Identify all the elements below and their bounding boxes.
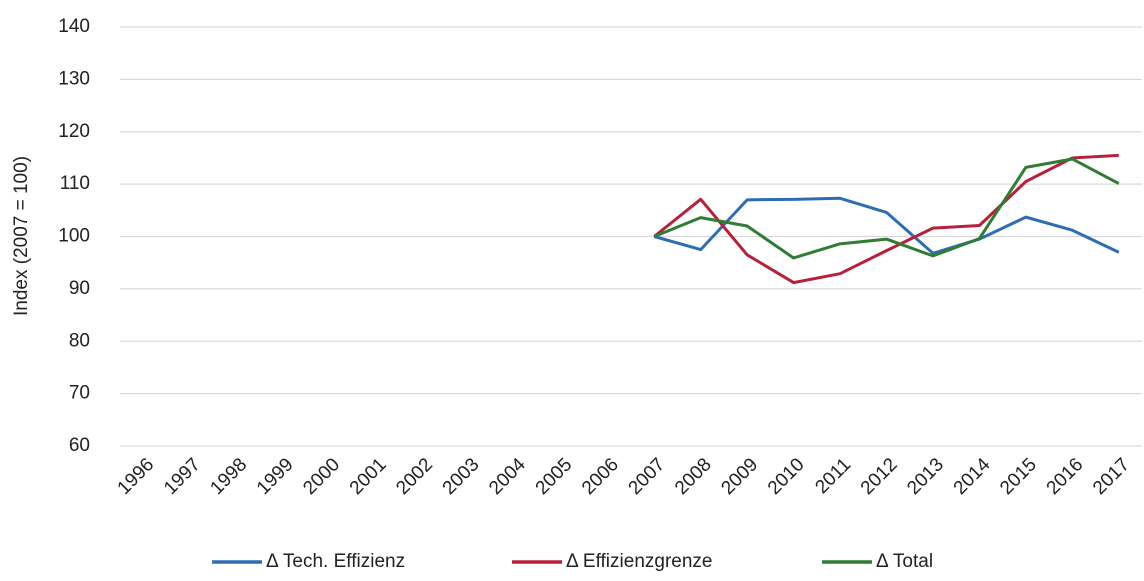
y-tick-label: 100 [58, 226, 90, 247]
x-tick-label: 1996 [114, 454, 159, 499]
x-tick-label: 2010 [764, 454, 809, 499]
y-tick-label: 130 [58, 68, 90, 89]
series-line [653, 196, 1120, 255]
x-tick-label: 2004 [485, 454, 530, 499]
x-tick-label: 2005 [532, 454, 577, 499]
x-tick-label: 2002 [392, 454, 437, 499]
x-tick-label: 2003 [439, 454, 484, 499]
y-tick-label: 60 [69, 435, 90, 456]
y-tick-label: 110 [60, 173, 90, 194]
x-tick-label: 2013 [903, 454, 948, 499]
series-line [653, 157, 1120, 260]
legend-label: Δ Effizienzgrenze [566, 551, 712, 572]
x-tick-label: 2006 [578, 454, 623, 499]
x-tick-label: 1998 [206, 454, 251, 499]
series-line [653, 153, 1119, 285]
x-tick-label: 2011 [811, 454, 855, 498]
x-tick-label: 2017 [1089, 454, 1134, 499]
y-tick-label: 90 [69, 278, 90, 299]
x-tick-label: 2007 [625, 454, 670, 499]
y-tick-label: 120 [58, 121, 90, 142]
x-tick-label: 2015 [996, 454, 1041, 499]
x-tick-label: 2016 [1043, 454, 1088, 499]
x-tick-label: 2001 [346, 454, 391, 499]
legend-label: Δ Tech. Effizienz [266, 551, 405, 572]
x-tick-label: 2000 [299, 454, 344, 499]
y-axis-label: Index (2007 = 100) [11, 156, 32, 316]
x-tick-label: 2008 [671, 454, 716, 499]
x-tick-label: 2012 [857, 454, 902, 499]
x-tick-label: 1997 [160, 454, 205, 499]
legend-label: Δ Total [876, 551, 933, 572]
x-tick-label: 2009 [717, 454, 762, 499]
y-tick-label: 80 [69, 330, 90, 351]
x-tick-label: 1999 [253, 454, 298, 499]
y-tick-label: 70 [69, 383, 90, 404]
y-tick-label: 140 [58, 16, 90, 37]
x-tick-label: 2014 [950, 454, 995, 499]
